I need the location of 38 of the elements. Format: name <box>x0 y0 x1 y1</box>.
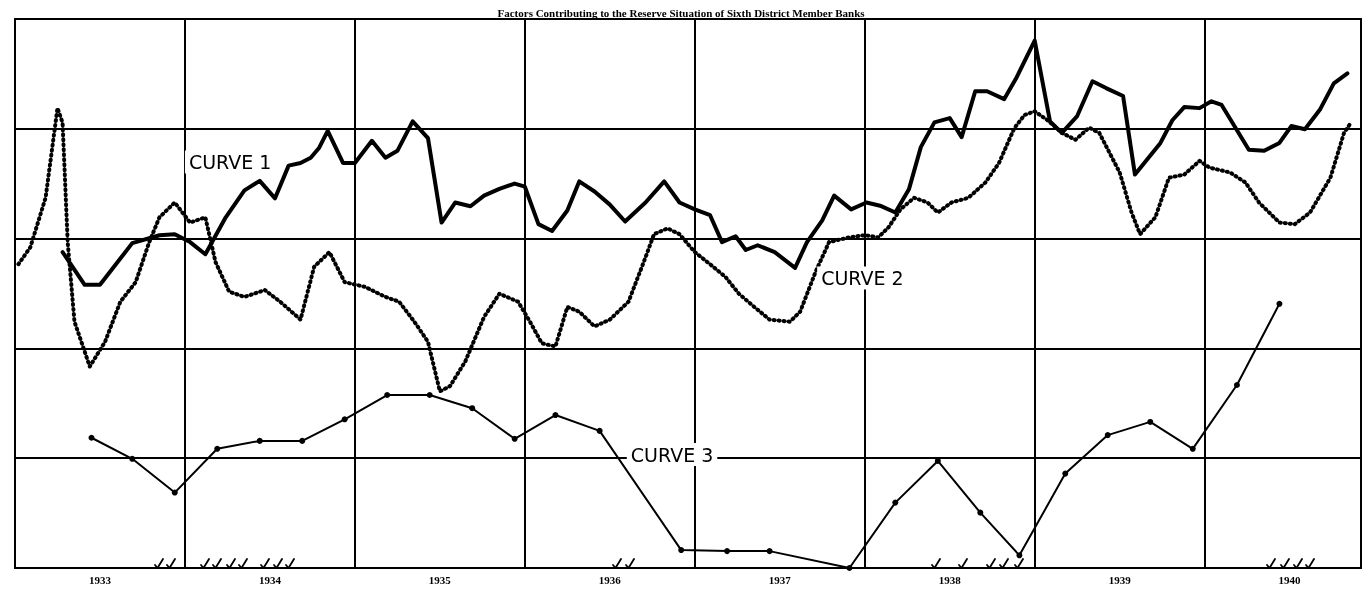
series-label: CURVE 2 <box>821 266 904 289</box>
x-tick-label: 1937 <box>768 573 792 586</box>
series-label: CURVE 1 <box>188 150 272 173</box>
x-tick-label: 1936 <box>598 573 622 586</box>
point <box>1233 382 1240 388</box>
x-tick-label: 1940 <box>1278 573 1302 586</box>
point <box>1062 470 1069 477</box>
point <box>1189 445 1196 452</box>
x-tick-label: 1935 <box>428 573 452 586</box>
point <box>384 392 391 399</box>
chart-title: Factors Contributing to the Reserve Situation of Sixth District Member Banks <box>497 6 866 19</box>
point <box>256 437 263 444</box>
point <box>1147 418 1154 425</box>
point <box>341 416 348 423</box>
point <box>977 509 984 516</box>
point <box>846 565 853 571</box>
point <box>1104 432 1111 439</box>
point <box>88 434 95 441</box>
point <box>469 405 476 412</box>
point <box>596 427 603 434</box>
x-tick-label: 1939 <box>1108 573 1132 586</box>
point <box>299 437 306 444</box>
point <box>171 489 178 496</box>
x-tick-label: 1938 <box>938 573 962 586</box>
series-label: CURVE 3 <box>630 443 714 466</box>
x-tick-label: 1933 <box>88 573 112 586</box>
point <box>892 499 899 506</box>
point <box>1276 300 1283 307</box>
point <box>724 548 731 555</box>
point <box>552 412 559 419</box>
x-tick-label: 1934 <box>258 573 282 586</box>
point <box>214 445 221 452</box>
point <box>678 547 685 554</box>
point <box>1016 552 1023 559</box>
point <box>511 435 518 442</box>
point <box>766 548 773 555</box>
point <box>426 392 433 399</box>
point <box>129 455 136 462</box>
